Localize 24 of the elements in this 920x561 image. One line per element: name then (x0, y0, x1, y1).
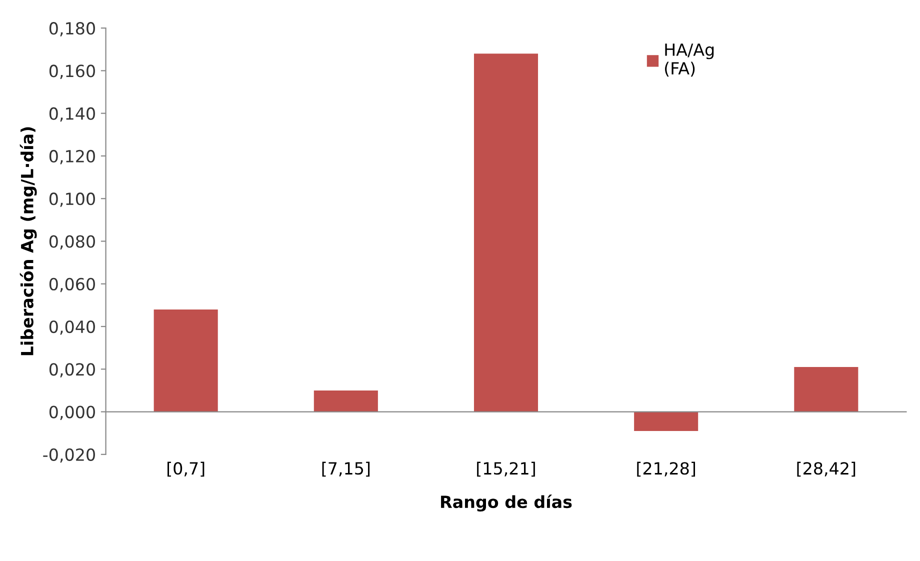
bar (154, 309, 218, 412)
y-tick-label: 0,100 (49, 192, 95, 207)
y-tick-label: 0,160 (49, 64, 95, 79)
y-tick-label: -0,020 (43, 448, 95, 463)
bar (634, 412, 698, 431)
y-tick-label: 0,000 (49, 406, 95, 420)
bar (474, 54, 538, 412)
x-tick-label: [28,42] (797, 462, 856, 477)
y-tick-label: 0,080 (49, 235, 95, 250)
y-tick-label: 0,120 (49, 150, 95, 164)
y-tick-label: 0,140 (49, 107, 95, 122)
x-axis-title: Rango de días (441, 494, 572, 512)
bar (794, 367, 858, 412)
x-tick-label: [0,7] (168, 462, 204, 477)
y-tick-label: 0,020 (49, 363, 95, 378)
y-tick-label: 0,180 (49, 22, 95, 36)
y-tick-label: 0,040 (49, 320, 95, 335)
bar (314, 390, 378, 412)
y-tick-label: 0,060 (49, 278, 95, 292)
x-tick-label: [15,21] (477, 462, 535, 477)
x-tick-label: [7,15] (322, 462, 370, 477)
legend-label: HA/Ag (FA) (665, 44, 714, 77)
x-tick-label: [21,28] (637, 462, 696, 477)
y-axis-title: Liberación Ag (mg/L·día) (20, 127, 37, 356)
